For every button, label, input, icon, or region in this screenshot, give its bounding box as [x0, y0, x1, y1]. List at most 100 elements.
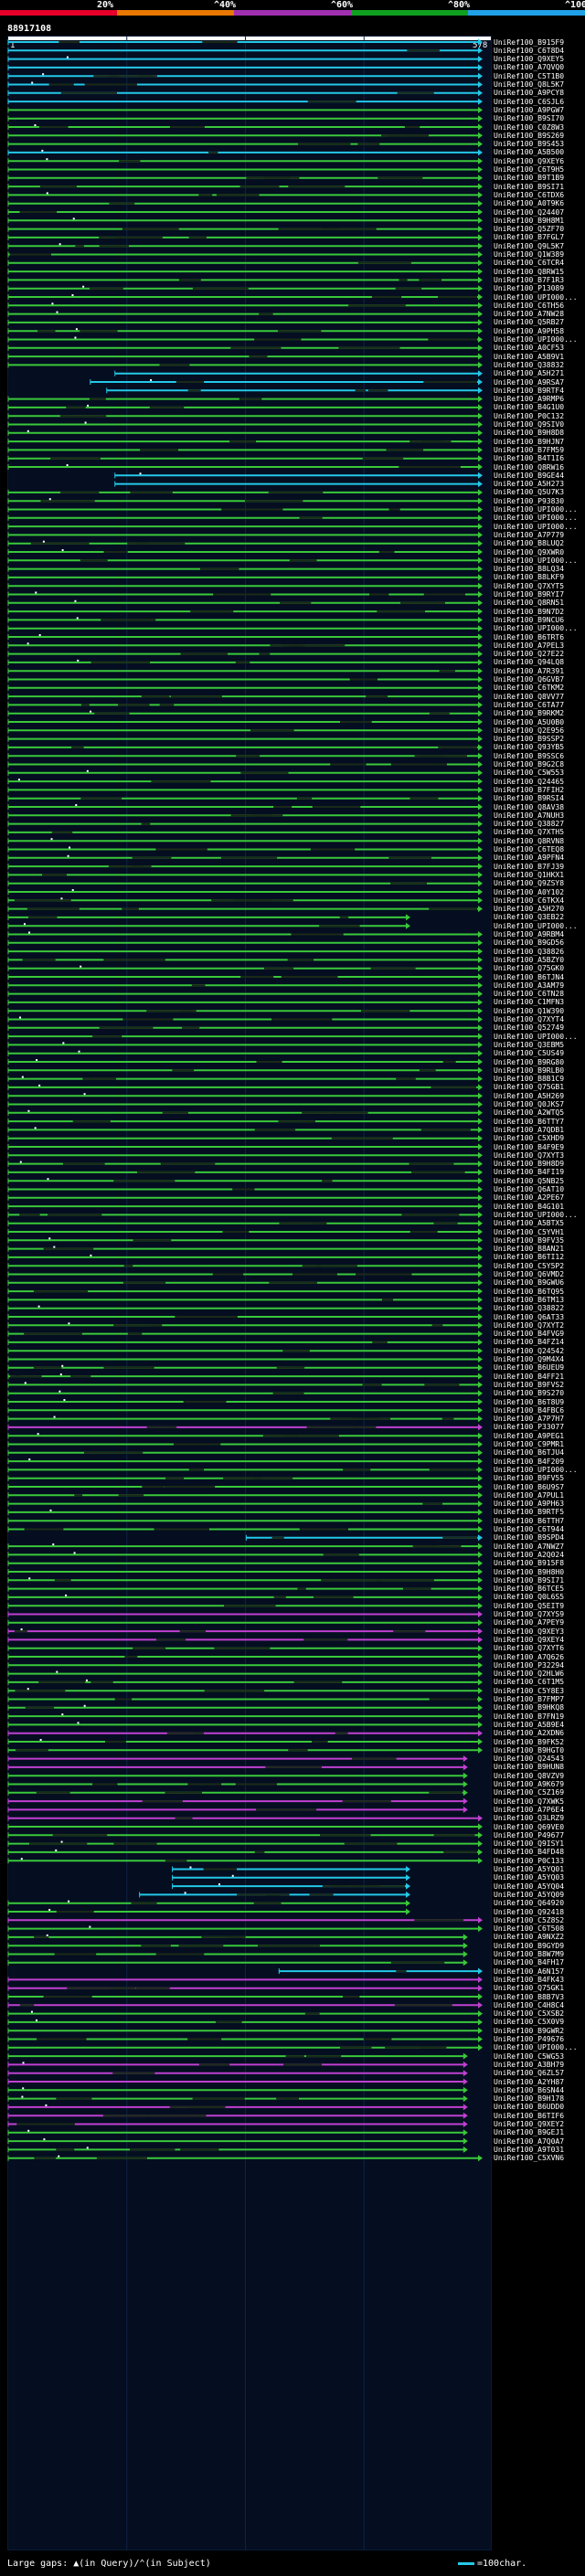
hit-label[interactable]: UniRef100_P49676	[494, 2035, 565, 2043]
hit-label[interactable]: UniRef100_A9PFN4	[494, 853, 565, 863]
hit-label[interactable]: UniRef100_B6TJN4	[494, 972, 565, 981]
hit-label[interactable]: UniRef100_B9RTF4	[494, 386, 565, 395]
hit-label[interactable]: UniRef100_Q6AT33	[494, 1312, 565, 1321]
hit-label[interactable]: UniRef100_UPI000...	[494, 335, 578, 344]
hit-label[interactable]: UniRef100_A7QVQ0	[494, 63, 565, 72]
hit-label[interactable]: UniRef100_Q7XYT2	[494, 1320, 565, 1330]
hit-label[interactable]: UniRef100_B9S270	[494, 1389, 565, 1398]
hit-label[interactable]: UniRef100_B9FV35	[494, 1235, 565, 1245]
hit-label[interactable]: UniRef100_C5XVN6	[494, 2154, 565, 2163]
hit-label[interactable]: UniRef100_B4FI19	[494, 1168, 565, 1177]
hit-label[interactable]: UniRef100_A7P6E4	[494, 1805, 565, 1814]
hit-label[interactable]: UniRef100_C5X0V9	[494, 2018, 565, 2027]
hit-label[interactable]: UniRef100_Q9XEY4	[494, 1635, 565, 1644]
hit-label[interactable]: UniRef100_A5H270	[494, 905, 565, 914]
hit-label[interactable]: UniRef100_P32294	[494, 1660, 565, 1670]
hit-label[interactable]: UniRef100_Q9XEY6	[494, 156, 565, 165]
hit-label[interactable]: UniRef100_Q75GB1	[494, 1083, 565, 1092]
hit-label[interactable]: UniRef100_Q24465	[494, 777, 565, 786]
hit-label[interactable]: UniRef100_A0T9K6	[494, 199, 565, 208]
hit-label[interactable]: UniRef100_Q5ZF70	[494, 225, 565, 234]
hit-label[interactable]: UniRef100_Q9M4X4	[494, 1355, 565, 1363]
hit-label[interactable]: UniRef100_A9PCY8	[494, 89, 565, 98]
hit-label[interactable]: UniRef100_UPI000...	[494, 2043, 578, 2052]
hit-label[interactable]: UniRef100_Q38827	[494, 820, 565, 829]
hit-label[interactable]: UniRef100_B6UEU9	[494, 1363, 565, 1373]
hit-label[interactable]: UniRef100_A5B500	[494, 148, 565, 157]
hit-label[interactable]: UniRef100_B7FIH2	[494, 785, 565, 794]
hit-label[interactable]: UniRef100_UPI000...	[494, 1210, 578, 1219]
hit-label[interactable]: UniRef100_Q1W390	[494, 1006, 565, 1015]
hit-label[interactable]: UniRef100_UPI000...	[494, 624, 578, 633]
hit-label[interactable]: UniRef100_B9SSP2	[494, 735, 565, 744]
hit-label[interactable]: UniRef100_C6T508	[494, 1924, 565, 1934]
hit-label[interactable]: UniRef100_A9RSA7	[494, 377, 565, 387]
hit-label[interactable]: UniRef100_A7NWZ7	[494, 1542, 565, 1551]
hit-label[interactable]: UniRef100_C6TDX6	[494, 190, 565, 199]
hit-label[interactable]: UniRef100_Q64920	[494, 1899, 565, 1908]
hit-label[interactable]: UniRef100_B6TCE5	[494, 1585, 565, 1594]
hit-label[interactable]: UniRef100_B9S453	[494, 140, 565, 149]
hit-label[interactable]: UniRef100_A5B9V1	[494, 352, 565, 361]
hit-label[interactable]: UniRef100_Q8RW16	[494, 462, 565, 472]
hit-label[interactable]: UniRef100_Q5RB27	[494, 318, 565, 327]
hit-label[interactable]: UniRef100_C6TKX4	[494, 896, 565, 905]
hit-label[interactable]: UniRef100_B9HKQ8	[494, 1703, 565, 1712]
hit-label[interactable]: UniRef100_B9RG80	[494, 1057, 565, 1066]
hit-label[interactable]: UniRef100_C1MFN3	[494, 998, 565, 1007]
hit-label[interactable]: UniRef100_A0CF53	[494, 344, 565, 353]
hit-label[interactable]: UniRef100_A9PH63	[494, 1500, 565, 1509]
hit-label[interactable]: UniRef100_Q9XEY2	[494, 2120, 565, 2128]
hit-label[interactable]: UniRef100_B4F9E9	[494, 1142, 565, 1151]
hit-label[interactable]: UniRef100_A9RBM4	[494, 930, 565, 938]
hit-label[interactable]: UniRef100_B6U9S7	[494, 1482, 565, 1491]
hit-label[interactable]: UniRef100_C6SJL6	[494, 97, 565, 106]
hit-label[interactable]: UniRef100_B9RYI7	[494, 590, 565, 599]
hit-label[interactable]: UniRef100_B9SI70	[494, 114, 565, 123]
hit-label[interactable]: UniRef100_UPI000...	[494, 1465, 578, 1474]
hit-label[interactable]: UniRef100_B6T8U9	[494, 1397, 565, 1406]
hit-label[interactable]: UniRef100_B8B7V3	[494, 1992, 565, 2001]
hit-label[interactable]: UniRef100_A7NUH3	[494, 811, 565, 820]
hit-label[interactable]: UniRef100_B915F8	[494, 1559, 565, 1568]
hit-label[interactable]: UniRef100_Q8VV77	[494, 692, 565, 701]
hit-label[interactable]: UniRef100_A5H273	[494, 480, 565, 489]
hit-label[interactable]: UniRef100_B9H178	[494, 2094, 565, 2104]
hit-label[interactable]: UniRef100_Q9ISY1	[494, 1839, 565, 1849]
hit-label[interactable]: UniRef100_B9H8D8	[494, 429, 565, 438]
hit-label[interactable]: UniRef100_Q7XYT6	[494, 1644, 565, 1653]
hit-label[interactable]: UniRef100_P0C132	[494, 411, 565, 420]
hit-label[interactable]: UniRef100_B8LUQ2	[494, 539, 565, 548]
hit-label[interactable]: UniRef100_C6T1M5	[494, 1678, 565, 1687]
hit-label[interactable]: UniRef100_UPI000...	[494, 505, 578, 514]
hit-label[interactable]: UniRef100_C5Y8E3	[494, 1686, 565, 1695]
hit-label[interactable]: UniRef100_B9HGT0	[494, 1745, 565, 1754]
hit-label[interactable]: UniRef100_C4H8C4	[494, 2000, 565, 2009]
hit-label[interactable]: UniRef100_Q6ZL57	[494, 2069, 565, 2078]
hit-label[interactable]: UniRef100_B9GEJ1	[494, 2128, 565, 2137]
hit-label[interactable]: UniRef100_B9GWR2	[494, 2026, 565, 2035]
hit-label[interactable]: UniRef100_B4T1I6	[494, 454, 565, 463]
hit-label[interactable]: UniRef100_Q69VE0	[494, 1822, 565, 1831]
hit-label[interactable]: UniRef100_B4FD48	[494, 1848, 565, 1857]
hit-label[interactable]: UniRef100_Q3LRZ9	[494, 1814, 565, 1823]
hit-label[interactable]: UniRef100_Q38826	[494, 947, 565, 956]
hit-label[interactable]: UniRef100_Q0JKS7	[494, 1100, 565, 1108]
hit-label[interactable]: UniRef100_B6TI12	[494, 1253, 565, 1262]
hit-label[interactable]: UniRef100_P13089	[494, 284, 565, 293]
hit-label[interactable]: UniRef100_Q8RVN8	[494, 836, 565, 845]
hit-label[interactable]: UniRef100_Q24407	[494, 207, 565, 217]
hit-label[interactable]: UniRef100_Q38822	[494, 1304, 565, 1313]
hit-label[interactable]: UniRef100_B6TM13	[494, 1295, 565, 1304]
hit-label[interactable]: UniRef100_UPI000...	[494, 522, 578, 531]
hit-label[interactable]: UniRef100_A7Q626	[494, 1652, 565, 1661]
hit-label[interactable]: UniRef100_C5WG53	[494, 2051, 565, 2061]
hit-label[interactable]: UniRef100_Q7XYS9	[494, 1610, 565, 1618]
hit-label[interactable]: UniRef100_B6TQ95	[494, 1287, 565, 1296]
hit-label[interactable]: UniRef100_A7PEL3	[494, 641, 565, 650]
hit-label[interactable]: UniRef100_B9H8M1	[494, 216, 565, 225]
hit-label[interactable]: UniRef100_Q75GK1	[494, 1984, 565, 1993]
hit-label[interactable]: UniRef100_Q24543	[494, 1754, 565, 1764]
hit-label[interactable]: UniRef100_B9SI71	[494, 1575, 565, 1585]
hit-label[interactable]: UniRef100_B7FGL7	[494, 233, 565, 242]
